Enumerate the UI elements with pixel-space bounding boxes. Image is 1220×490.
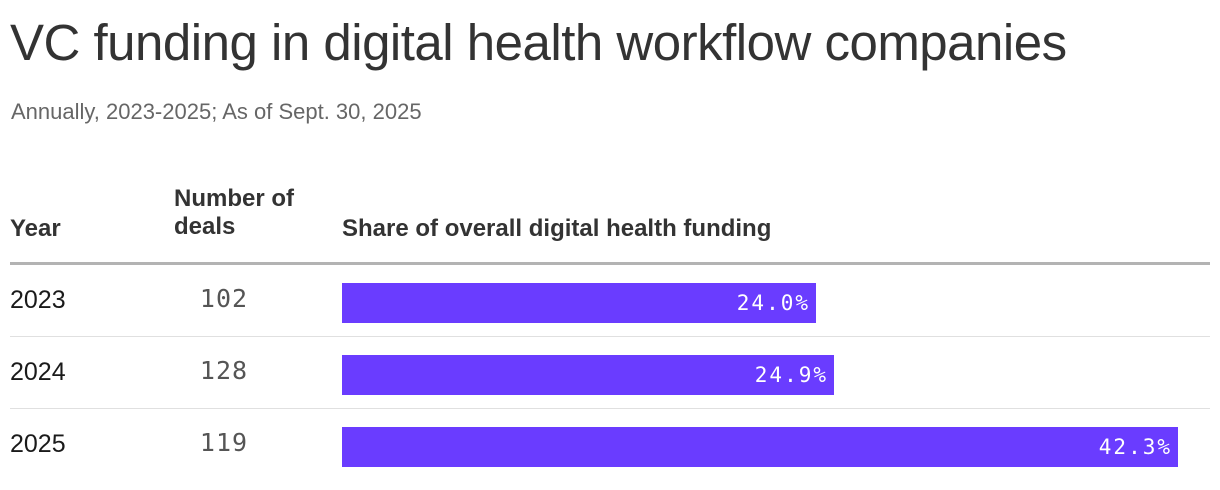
share-bar: 24.0%: [342, 283, 816, 323]
deals-cell: 102: [199, 284, 249, 313]
chart-subtitle: Annually, 2023-2025; As of Sept. 30, 202…: [11, 99, 422, 124]
row-divider: [10, 336, 1210, 337]
table-row: 2024 128 24.9%: [10, 337, 1210, 409]
deals-cell: 119: [199, 428, 249, 457]
table-row: 2025 119 42.3%: [10, 409, 1210, 481]
share-bar-label: 24.9%: [754, 363, 828, 387]
chart-title: VC funding in digital health workflow co…: [10, 14, 1067, 71]
table-row: 2023 102 24.0%: [10, 265, 1210, 337]
share-bar-label: 42.3%: [1098, 435, 1172, 459]
row-divider: [10, 408, 1210, 409]
column-header-share: Share of overall digital health funding: [342, 215, 772, 242]
share-bar-label: 24.0%: [736, 291, 810, 315]
column-header-year: Year: [10, 215, 61, 242]
column-header-deals: Number of deals: [174, 185, 294, 240]
year-cell: 2024: [10, 358, 66, 386]
year-cell: 2025: [10, 430, 66, 458]
share-bar: 42.3%: [342, 427, 1178, 467]
year-cell: 2023: [10, 286, 66, 314]
deals-cell: 128: [199, 356, 249, 385]
header-rule: [10, 262, 1210, 265]
share-bar: 24.9%: [342, 355, 834, 395]
